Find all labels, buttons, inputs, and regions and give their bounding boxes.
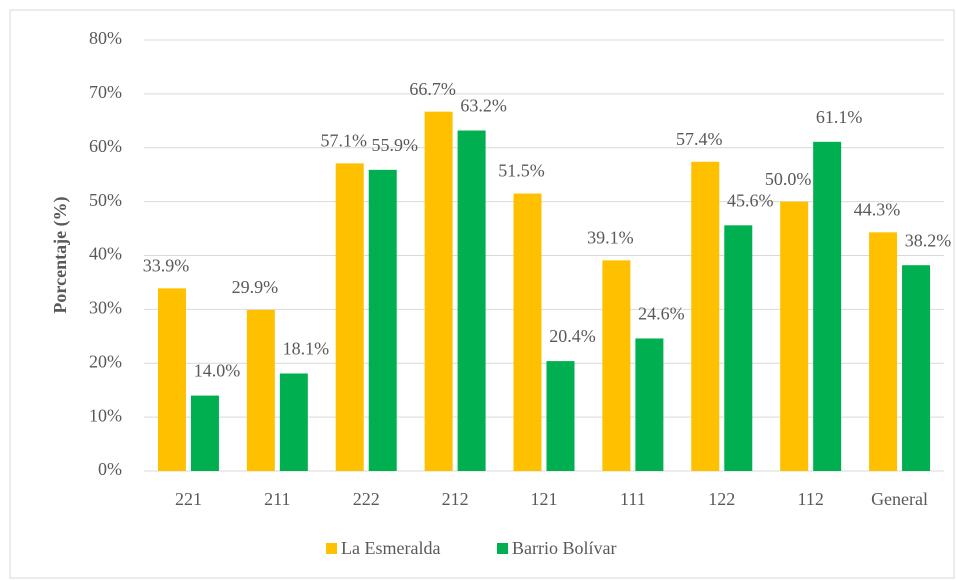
y-tick-label: 40% xyxy=(89,244,122,264)
bar xyxy=(724,225,753,471)
data-label: 45.6% xyxy=(727,190,774,210)
bar xyxy=(602,260,631,471)
y-tick-label: 50% xyxy=(89,190,122,210)
data-label: 24.6% xyxy=(638,304,685,324)
y-tick-label: 30% xyxy=(89,298,122,318)
data-label: 18.1% xyxy=(283,339,330,359)
bar xyxy=(457,130,486,471)
legend-swatch xyxy=(326,543,337,554)
data-label: 29.9% xyxy=(232,277,279,297)
data-label: 57.1% xyxy=(320,130,367,150)
bar xyxy=(691,161,720,471)
data-label: 55.9% xyxy=(371,135,418,155)
bar xyxy=(780,201,809,471)
bar xyxy=(635,338,664,471)
y-tick-label: 10% xyxy=(89,405,122,425)
bar xyxy=(902,265,931,471)
legend-swatch xyxy=(497,543,508,554)
y-tick-label: 60% xyxy=(89,136,122,156)
legend-label: Barrio Bolívar xyxy=(512,538,616,558)
bar xyxy=(335,163,364,471)
data-label: 14.0% xyxy=(194,361,241,381)
bar xyxy=(279,373,308,471)
x-tick-label: General xyxy=(871,489,928,509)
x-tick-label: 221 xyxy=(175,489,202,509)
data-label: 33.9% xyxy=(143,255,190,275)
bar xyxy=(368,169,397,471)
data-label: 66.7% xyxy=(409,79,456,99)
x-tick-label: 212 xyxy=(442,489,469,509)
bar xyxy=(869,232,898,471)
x-tick-label: 111 xyxy=(620,489,646,509)
data-label: 38.2% xyxy=(905,230,952,250)
x-tick-label: 121 xyxy=(531,489,558,509)
x-tick-label: 112 xyxy=(797,489,823,509)
y-tick-label: 70% xyxy=(89,82,122,102)
data-label: 44.3% xyxy=(854,199,901,219)
bar xyxy=(513,193,542,471)
data-label: 57.4% xyxy=(676,129,723,149)
y-tick-label: 80% xyxy=(89,28,122,48)
data-label: 50.0% xyxy=(765,169,812,189)
bar xyxy=(190,395,219,471)
data-label: 39.1% xyxy=(587,227,634,247)
y-tick-label: 20% xyxy=(89,351,122,371)
bar xyxy=(157,288,186,471)
bar xyxy=(246,309,275,471)
bar xyxy=(424,111,453,471)
x-tick-label: 122 xyxy=(708,489,735,509)
data-label: 51.5% xyxy=(498,161,545,181)
data-label: 63.2% xyxy=(460,96,507,116)
bar xyxy=(546,361,575,471)
y-axis-title: Porcentaje (%) xyxy=(50,196,71,313)
x-tick-label: 211 xyxy=(264,489,290,509)
bar xyxy=(813,141,842,472)
y-tick-label: 0% xyxy=(98,459,122,479)
data-label: 61.1% xyxy=(816,107,863,127)
x-tick-label: 222 xyxy=(353,489,380,509)
data-label: 20.4% xyxy=(549,326,596,346)
legend-label: La Esmeralda xyxy=(341,538,440,558)
